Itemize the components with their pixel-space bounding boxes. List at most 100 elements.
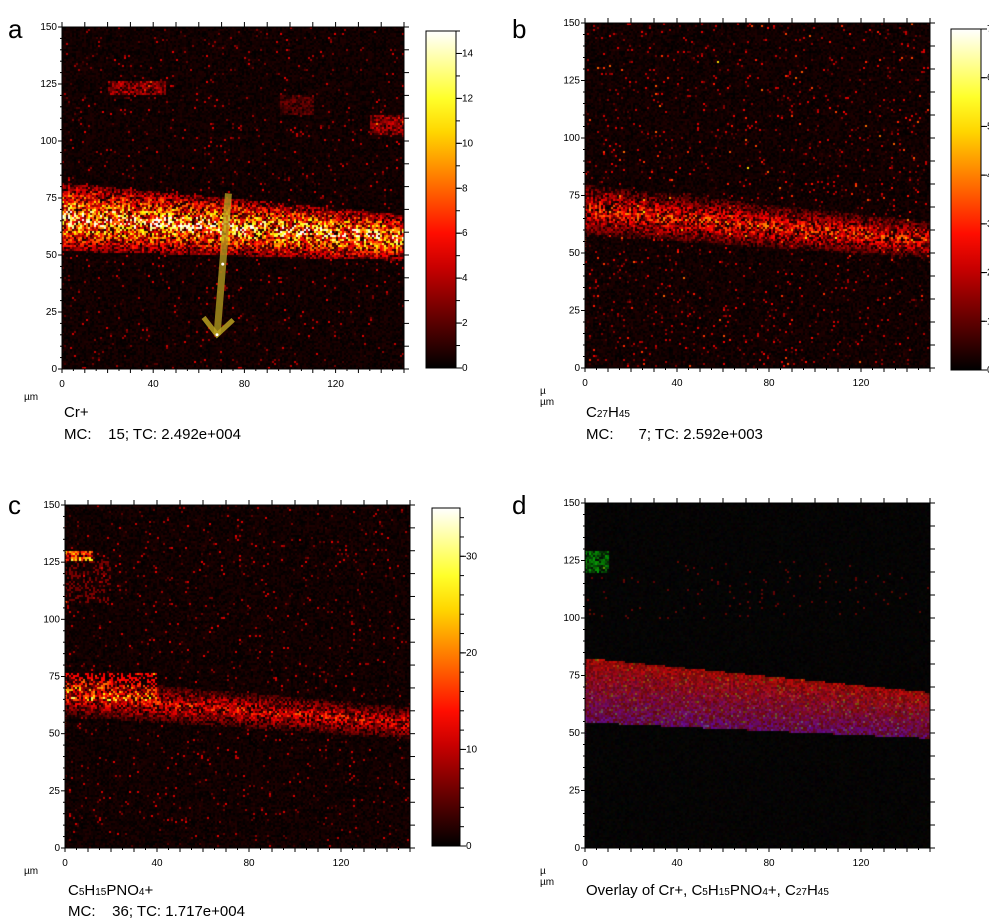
y-tick-label: 25 [569, 786, 581, 797]
axis-unit-label: µ µm [540, 866, 555, 888]
y-tick-label: 75 [46, 193, 58, 204]
counts-label: MC: 7; TC: 2.592e+003 [586, 426, 763, 443]
colorbar-tick-label: 4 [987, 170, 989, 181]
colorbar-tick-label: 20 [466, 648, 478, 659]
subscript: 5 [702, 887, 708, 898]
axis-unit-label: µ µm [540, 386, 555, 408]
x-tick-label: 120 [327, 379, 344, 390]
panel-letter: c [8, 490, 21, 520]
colorbar-tick-label: 7 [987, 24, 989, 35]
colorbar-tick-label: 3 [987, 219, 989, 230]
colorbar-tick-label: 5 [987, 121, 989, 132]
image-axes: 0 25 50 75 100 125 150 0 40 80 120 [563, 18, 935, 389]
y-tick-label: 150 [563, 18, 580, 29]
y-tick-label: 0 [574, 363, 580, 374]
panel-letter: d [512, 490, 527, 520]
colorbar-tick-label: 4 [462, 273, 468, 284]
y-tick-label: 50 [569, 248, 581, 259]
y-tick-label: 50 [569, 728, 581, 739]
colorbar-tick-label: 0 [462, 363, 468, 374]
colorbar-gradient [431, 507, 461, 847]
x-tick-label: 80 [763, 378, 775, 389]
y-tick-label: 100 [563, 613, 580, 624]
subscript: 27 [596, 409, 608, 420]
colorbar-tick-label: 30 [466, 551, 478, 562]
y-tick-label: 150 [563, 498, 580, 509]
colorbar-gradient [425, 30, 457, 369]
y-tick-label: 0 [54, 843, 60, 854]
y-tick-label: 100 [40, 136, 57, 147]
subscript: 27 [795, 887, 807, 898]
x-tick-label: 80 [239, 379, 251, 390]
y-tick-label: 50 [46, 250, 58, 261]
x-tick-label: 40 [671, 378, 683, 389]
colorbar-tick-label: 0 [987, 365, 989, 376]
overlay-image [585, 503, 930, 848]
panel-letter: b [512, 14, 527, 44]
axis-unit-label: µm [24, 866, 39, 877]
colorbar-gradient [950, 28, 982, 371]
arrow-midpoint [221, 262, 225, 266]
colorbar-tick-label: 2 [462, 318, 468, 329]
subscript: 15 [718, 887, 730, 898]
subscript: 4 [762, 887, 768, 898]
y-tick-label: 75 [49, 672, 61, 683]
axes-frame [584, 502, 931, 849]
x-tick-label: 120 [333, 858, 350, 869]
y-tick-label: 75 [569, 671, 581, 682]
y-tick-label: 0 [51, 364, 57, 375]
colorbar: 0 10 20 30 [431, 507, 478, 852]
colorbar-tick-label: 2 [987, 268, 989, 279]
y-tick-label: 150 [43, 500, 60, 511]
colorbar-tick-label: 0 [466, 841, 472, 852]
y-tick-label: 50 [49, 729, 61, 740]
colorbar-tick-label: 10 [466, 744, 478, 755]
counts-label: MC: 15; TC: 2.492e+004 [64, 426, 241, 443]
colorbar-tick-label: 6 [987, 73, 989, 84]
y-tick-label: 25 [46, 307, 58, 318]
y-tick-label: 75 [569, 191, 581, 202]
x-tick-label: 40 [671, 858, 683, 869]
y-tick-label: 150 [40, 22, 57, 33]
species-label: C5H15PNO4+ [68, 882, 154, 899]
image-axes: 0 25 50 75 100 125 150 0 40 80 120 [43, 500, 415, 869]
counts-label: MC: 36; TC: 1.717e+004 [68, 903, 245, 920]
x-tick-label: 80 [243, 858, 255, 869]
species-label: Cr+ [64, 404, 89, 421]
y-tick-label: 25 [49, 786, 61, 797]
image-axes: 0 25 50 75 100 125 150 0 40 80 120 [563, 498, 935, 869]
x-tick-label: 40 [151, 858, 163, 869]
species-label: C27H45 [586, 404, 630, 421]
heatmap-image [65, 505, 410, 848]
x-tick-label: 0 [59, 379, 65, 390]
x-tick-label: 0 [582, 378, 588, 389]
colorbar-tick-label: 12 [462, 93, 474, 104]
y-tick-label: 0 [574, 843, 580, 854]
y-tick-label: 25 [569, 306, 581, 317]
colorbar: 0 2 4 6 8 10 12 14 [425, 30, 474, 374]
colorbar-tick-label: 10 [462, 138, 474, 149]
y-tick-label: 125 [563, 76, 580, 87]
y-tick-label: 125 [43, 557, 60, 568]
arrow-endpoint [215, 333, 219, 337]
y-tick-label: 100 [563, 133, 580, 144]
y-tick-label: 125 [563, 556, 580, 567]
subscript: 4 [138, 887, 145, 898]
y-tick-label: 100 [43, 614, 60, 625]
x-tick-label: 0 [582, 858, 588, 869]
x-tick-label: 120 [853, 378, 870, 389]
subscript: 15 [95, 887, 107, 898]
x-tick-label: 80 [763, 858, 775, 869]
colorbar-tick-label: 6 [462, 228, 468, 239]
colorbar: 0 1 2 3 4 5 6 7 [950, 24, 989, 376]
x-tick-label: 40 [148, 379, 160, 390]
panel-letter: a [8, 14, 23, 44]
subscript: 45 [817, 887, 829, 898]
colorbar-tick-label: 8 [462, 183, 468, 194]
subscript: 45 [618, 409, 630, 420]
x-tick-label: 0 [62, 858, 68, 869]
